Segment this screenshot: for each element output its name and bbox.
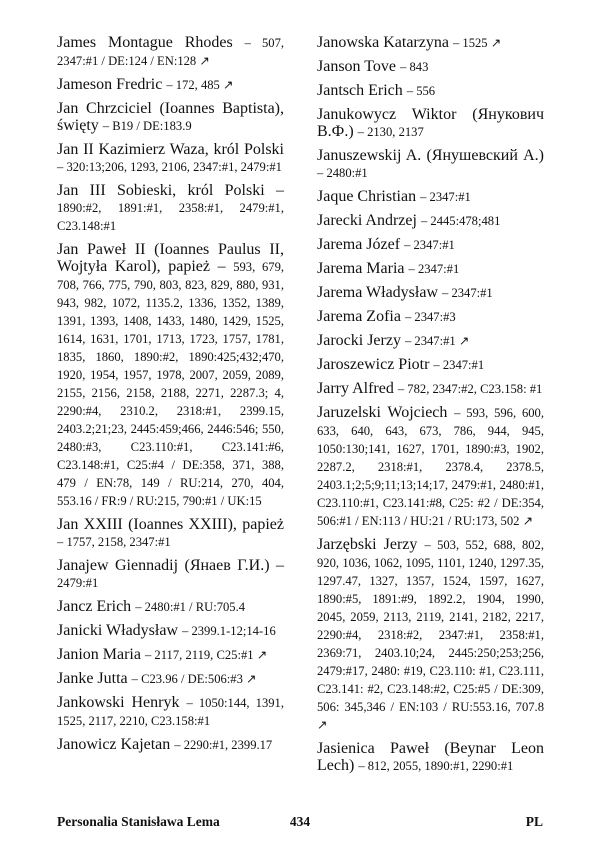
index-column-left: James Montague Rhodes – 507, 2347:#1 / D… (57, 34, 284, 760)
entry-references: – 2347:#1 (420, 190, 471, 204)
entry-name: Jaroszewicz Piotr (317, 356, 430, 373)
index-entry: Jan III Sobieski, król Polski – 1890:#2,… (57, 182, 284, 235)
index-entry: Jarema Zofia – 2347:#3 (317, 308, 544, 326)
entry-name: Jarecki Andrzej (317, 212, 417, 229)
index-entry: Janajew Giennadij (Янаев Г.И.) – 2479:#1 (57, 557, 284, 592)
entry-references: – B19 / DE:183.9 (102, 119, 192, 133)
entry-name: Jarema Władysław (317, 284, 438, 301)
entry-references: – 2399.1-12;14-16 (182, 624, 276, 638)
entry-references: – 593, 596, 600, 633, 640, 643, 673, 786… (317, 406, 544, 528)
index-entry: Jankowski Henryk – 1050:144, 1391, 1525,… (57, 694, 284, 730)
entry-references: 2479:#1 (57, 576, 99, 590)
entry-name: Jarema Zofia (317, 308, 401, 325)
index-entry: Jan II Kazimierz Waza, król Polski – 320… (57, 141, 284, 176)
index-entry: Janukowycz Wiktor (Янукович В.Ф.) – 2130… (317, 106, 544, 141)
index-entry: Janion Maria – 2117, 2119, C25:#1 ↗ (57, 646, 284, 664)
entry-name: Janowicz Kajetan (57, 736, 171, 753)
entry-name: Jan XXIII (Ioannes XXIII), papież (57, 516, 284, 533)
entry-references: – 2347:#1 (442, 286, 493, 300)
entry-references: – 556 (406, 84, 436, 98)
index-entry: Januszewskij A. (Янушевский А.) – 2480:#… (317, 147, 544, 182)
entry-name: Jan II Kazimierz Waza, król Polski (57, 141, 284, 158)
index-entry: Jaque Christian – 2347:#1 (317, 188, 544, 206)
index-entry: Jarema Władysław – 2347:#1 (317, 284, 544, 302)
entry-references: – C23.96 / DE:506:#3 ↗ (131, 672, 257, 686)
footer-language: PL (525, 814, 543, 829)
index-entry: Jameson Fredric – 172, 485 ↗ (57, 76, 284, 94)
entry-name: Jasienica Paweł (Beynar Leon Lech) (317, 740, 544, 774)
entry-references: – 2117, 2119, C25:#1 ↗ (144, 648, 268, 662)
entry-name: Jarema Maria (317, 260, 405, 277)
index-entry: Jan XXIII (Ioannes XXIII), papież – 1757… (57, 516, 284, 551)
footer-title: Personalia Stanisława Lema (57, 814, 220, 829)
entry-references: – 172, 485 ↗ (166, 78, 234, 92)
index-entry: Jantsch Erich – 556 (317, 82, 544, 100)
entry-name: Jan Paweł II (Ioannes Paulus II, Wojtyła… (57, 241, 284, 275)
entry-references: – 2347:#1 (404, 238, 455, 252)
entry-references: – 2445:478;481 (420, 214, 501, 228)
entry-references: – 2130, 2137 (357, 125, 424, 139)
index-entry: Jarzębski Jerzy – 503, 552, 688, 802, 92… (317, 536, 544, 734)
entry-name: Janowska Katarzyna (317, 34, 449, 51)
entry-references: – 2347:#1 (408, 262, 460, 276)
entry-name: Jankowski Henryk (57, 694, 180, 711)
entry-references: – 1525 ↗ (452, 36, 502, 50)
index-entry: Jan Paweł II (Ioannes Paulus II, Wojtyła… (57, 241, 284, 510)
index-entry: Jarry Alfred – 782, 2347:#2, C23.158: #1 (317, 380, 544, 398)
entry-name: Januszewskij A. (Янушевский А.) (317, 147, 544, 164)
entry-references: – 1050:144, 1391, 1525, 2117, 2210, C23.… (57, 696, 285, 728)
entry-references: – 507, 2347:#1 / DE:124 / EN:128 ↗ (57, 36, 285, 68)
entry-name: Jarzębski Jerzy (317, 536, 418, 553)
entry-name: Janson Tove (317, 58, 397, 75)
index-entry: Janke Jutta – C23.96 / DE:506:#3 ↗ (57, 670, 284, 688)
entry-references: – 2347:#3 (404, 310, 456, 324)
index-entry: James Montague Rhodes – 507, 2347:#1 / D… (57, 34, 284, 70)
entry-name: Jaruzelski Wojciech (317, 404, 448, 421)
index-entry: Jarema Józef – 2347:#1 (317, 236, 544, 254)
entry-references: 593, 679, 708, 766, 775, 790, 803, 823, … (57, 260, 285, 508)
index-entry: Janowicz Kajetan – 2290:#1, 2399.17 (57, 736, 284, 754)
entry-references: – 843 (400, 60, 429, 74)
entry-name: Jan III Sobieski, król Polski – (57, 182, 284, 199)
entry-name: Jancz Erich (57, 598, 132, 615)
index-entry: Jancz Erich – 2480:#1 / RU:705.4 (57, 598, 284, 616)
index-entry: Janowska Katarzyna – 1525 ↗ (317, 34, 544, 52)
index-entry: Janicki Władysław – 2399.1-12;14-16 (57, 622, 284, 640)
entry-name: Jarocki Jerzy (317, 332, 401, 349)
entry-references: – 1757, 2158, 2347:#1 (57, 535, 171, 549)
page-number: 434 (289, 814, 311, 829)
entry-name: Jan Chrzciciel (Ioannes Baptista), święt… (57, 100, 284, 134)
entry-references: – 2347:#1 ↗ (404, 334, 470, 348)
entry-references: – 812, 2055, 1890:#1, 2290:#1 (358, 759, 514, 773)
entry-name: Jarry Alfred (317, 380, 394, 397)
index-entry: Janson Tove – 843 (317, 58, 544, 76)
entry-name: Jaque Christian (317, 188, 417, 205)
index-entry: Jan Chrzciciel (Ioannes Baptista), święt… (57, 100, 284, 135)
entry-references: – 2480:#1 (317, 166, 368, 180)
entry-references: – 2347:#1 (433, 358, 485, 372)
entry-references: – 503, 552, 688, 802, 920, 1036, 1062, 1… (317, 538, 544, 732)
index-entry: Jaruzelski Wojciech – 593, 596, 600, 633… (317, 404, 544, 530)
entry-name: Janke Jutta (57, 670, 128, 687)
entry-name: Jameson Fredric (57, 76, 163, 93)
index-entry: Jasienica Paweł (Beynar Leon Lech) – 812… (317, 740, 544, 775)
entry-name: Jantsch Erich (317, 82, 403, 99)
index-entry: Jaroszewicz Piotr – 2347:#1 (317, 356, 544, 374)
entry-references: – 2290:#1, 2399.17 (174, 738, 273, 752)
page-footer: Personalia Stanisława Lema 434 PL (57, 814, 543, 832)
entry-references: – 320:13;206, 1293, 2106, 2347:#1, 2479:… (57, 160, 282, 174)
entry-references: – 2480:#1 / RU:705.4 (135, 600, 246, 614)
entry-name: Janukowycz Wiktor (Янукович В.Ф.) (317, 106, 544, 140)
index-entry: Jarecki Andrzej – 2445:478;481 (317, 212, 544, 230)
entry-references: 1890:#2, 1891:#1, 2358:#1, 2479:#1, C23.… (57, 201, 284, 233)
entry-name: Janion Maria (57, 646, 141, 663)
index-entry: Jarema Maria – 2347:#1 (317, 260, 544, 278)
entry-name: Janajew Giennadij (Янаев Г.И.) – (57, 557, 284, 574)
index-column-right: Janowska Katarzyna – 1525 ↗ Janson Tove –… (317, 34, 544, 781)
entry-name: Jarema Józef (317, 236, 401, 253)
entry-references: – 782, 2347:#2, C23.158: #1 (397, 382, 543, 396)
index-entry: Jarocki Jerzy – 2347:#1 ↗ (317, 332, 544, 350)
entry-name: James Montague Rhodes (57, 34, 233, 51)
entry-name: Janicki Władysław (57, 622, 179, 639)
